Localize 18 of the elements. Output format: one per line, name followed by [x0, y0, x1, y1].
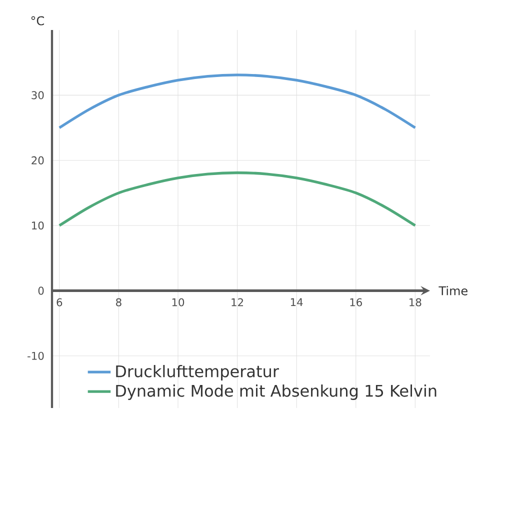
x-tick-label: 14: [290, 298, 303, 306]
x-tick-label: 12: [232, 298, 243, 306]
x-tick-label: 10: [172, 298, 184, 306]
y-tick-label: 30: [32, 91, 44, 100]
x-axis-title: Time: [438, 286, 468, 296]
legend-label: Drucklufttemperatur: [116, 364, 280, 380]
y-axis-title: °C: [31, 16, 44, 26]
legend-label: Dynamic Mode mit Absenkung 15 Kelvin: [116, 384, 436, 400]
x-tick-label: 18: [410, 298, 422, 306]
y-tick-label: 20: [32, 156, 44, 164]
y-tick-label: 0: [38, 286, 44, 295]
x-tick-label: 6: [56, 298, 62, 306]
x-tick-label: 16: [350, 298, 362, 306]
y-tick-label: -10: [28, 352, 44, 360]
x-tick-label: 8: [116, 298, 122, 306]
y-tick-label: 10: [32, 221, 44, 230]
line-series: [58, 171, 417, 227]
line-series: [58, 74, 417, 130]
